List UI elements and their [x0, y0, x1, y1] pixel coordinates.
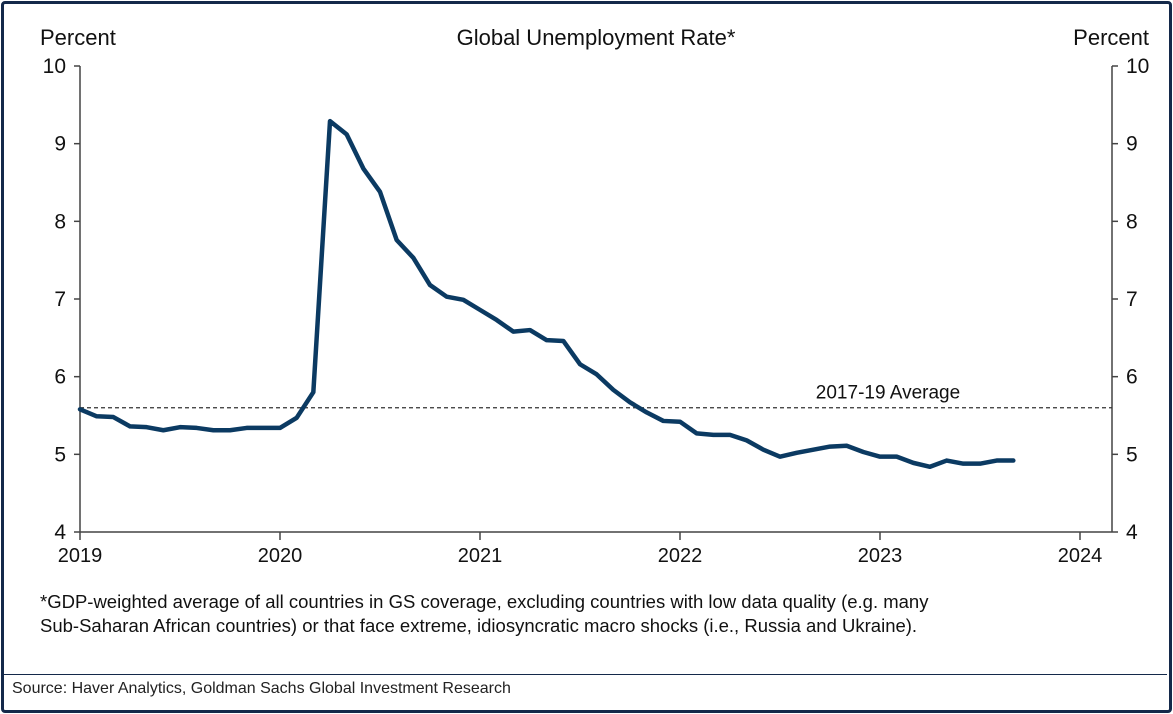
left-y-tick-label: 10 — [43, 55, 66, 78]
right-y-tick-label: 5 — [1126, 443, 1138, 466]
footnote: *GDP-weighted average of all countries i… — [40, 590, 928, 638]
left-y-tick-label: 5 — [54, 443, 66, 466]
right-y-tick-label: 4 — [1126, 521, 1138, 544]
right-y-tick-label: 6 — [1126, 366, 1138, 389]
x-tick-label: 2023 — [858, 545, 903, 567]
right-axis-label: Percent — [1073, 25, 1149, 50]
left-y-tick-label: 8 — [54, 210, 66, 233]
source-note: Source: Haver Analytics, Goldman Sachs G… — [12, 680, 511, 697]
left-y-tick-label: 6 — [54, 366, 66, 389]
x-tick-label: 2021 — [458, 545, 503, 567]
reference-line-label: 2017-19 Average — [816, 383, 960, 404]
series-line-unemployment-rate — [77, 118, 1016, 470]
x-tick-label: 2022 — [658, 545, 703, 567]
right-y-tick-label: 10 — [1126, 55, 1149, 78]
left-y-tick-label: 4 — [54, 521, 66, 544]
left-axis-label: Percent — [40, 25, 116, 50]
chart-title: Global Unemployment Rate* — [457, 25, 736, 50]
x-tick-label: 2019 — [58, 545, 103, 567]
source-divider — [4, 674, 1167, 675]
footnote-line-1: *GDP-weighted average of all countries i… — [40, 591, 929, 612]
x-tick-label: 2020 — [258, 545, 303, 567]
footnote-line-2: Sub-Saharan African countries) or that f… — [40, 615, 918, 636]
right-y-tick-label: 9 — [1126, 133, 1138, 156]
x-tick-label: 2024 — [1058, 545, 1103, 567]
right-y-tick-label: 7 — [1126, 288, 1138, 311]
left-y-tick-label: 7 — [54, 288, 66, 311]
left-y-tick-label: 9 — [54, 133, 66, 156]
right-y-tick-label: 8 — [1126, 210, 1138, 233]
